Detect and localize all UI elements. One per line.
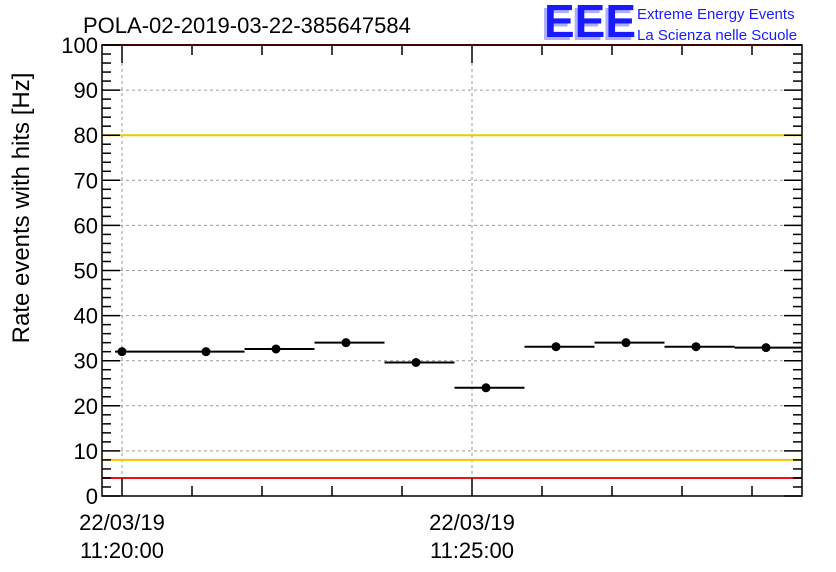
y-tick-label: 80	[74, 123, 98, 148]
y-tick-label: 30	[74, 349, 98, 374]
data-point-marker	[621, 338, 631, 348]
x-tick-label-time: 11:25:00	[430, 538, 514, 563]
data-point-marker	[411, 358, 421, 368]
y-tick-label: 60	[74, 213, 98, 238]
data-point-marker	[341, 338, 351, 348]
data-points	[115, 338, 802, 393]
y-tick-label: 40	[74, 304, 98, 329]
y-tick-label: 100	[61, 33, 98, 58]
y-tick-label: 10	[74, 439, 98, 464]
y-tick-label: 0	[86, 484, 98, 509]
eee-logo: EEE EEE Extreme Energy Events La Scienza…	[541, 0, 797, 50]
axis-ticks	[102, 44, 802, 497]
y-tick-label: 90	[74, 78, 98, 103]
x-tick-labels: 22/03/19 11:20:00 22/03/19 11:25:00	[79, 510, 515, 563]
y-axis-title: Rate events with hits [Hz]	[8, 73, 35, 344]
y-tick-label: 50	[74, 259, 98, 284]
data-point-marker	[201, 347, 211, 357]
grid-lines	[102, 45, 802, 496]
data-point-marker	[691, 342, 701, 352]
eee-logo-mark: EEE	[544, 0, 636, 47]
data-point-marker	[761, 343, 771, 353]
data-point-marker	[481, 383, 491, 393]
y-tick-label: 20	[74, 394, 98, 419]
x-tick-label-time: 11:20:00	[80, 538, 164, 563]
chart-title: POLA-02-2019-03-22-385647584	[83, 13, 411, 38]
data-point-marker	[551, 342, 561, 352]
data-point-marker	[271, 344, 281, 354]
logo-line-1: Extreme Energy Events	[637, 6, 795, 23]
logo-line-2: La Scienza nelle Scuole	[637, 27, 797, 44]
x-tick-label-date: 22/03/19	[429, 510, 515, 535]
y-tick-label: 70	[74, 168, 98, 193]
y-tick-labels: 0 10 20 30 40 50 60 70 80 90 100	[61, 33, 98, 509]
x-tick-label-date: 22/03/19	[79, 510, 165, 535]
eee-logo-mark-shadow: EEE	[541, 0, 633, 50]
data-point-marker	[117, 347, 127, 357]
